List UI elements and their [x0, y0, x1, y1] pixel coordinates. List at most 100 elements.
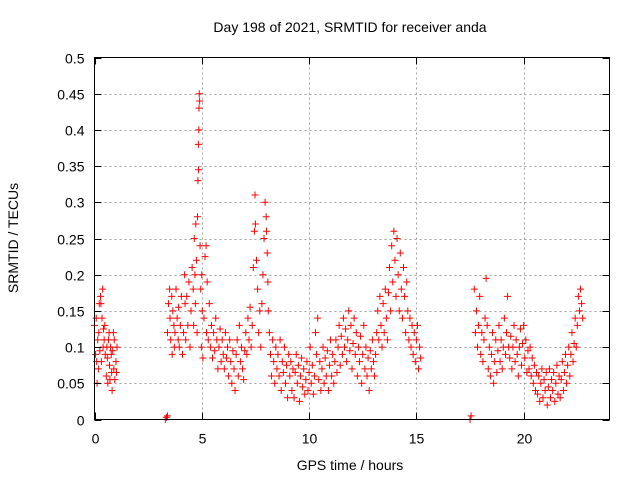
data-point: [275, 372, 283, 380]
data-point: [109, 347, 117, 355]
data-point: [353, 372, 361, 380]
data-point: [231, 387, 239, 395]
data-point: [197, 285, 205, 293]
data-point: [484, 365, 492, 373]
data-point: [215, 343, 223, 351]
data-point: [284, 394, 292, 402]
data-point: [94, 365, 102, 373]
data-point: [251, 220, 259, 228]
data-point: [201, 253, 209, 261]
data-point: [480, 336, 488, 344]
data-point: [403, 278, 411, 286]
data-point: [246, 303, 254, 311]
data-point: [330, 379, 338, 387]
data-point: [227, 358, 235, 366]
data-point: [504, 292, 512, 300]
data-point: [557, 376, 565, 384]
data-point: [481, 314, 489, 322]
data-point: [526, 343, 534, 351]
data-point: [519, 339, 527, 347]
data-point: [279, 368, 287, 376]
data-point: [323, 347, 331, 355]
data-point: [297, 372, 304, 380]
data-point: [317, 387, 325, 395]
data-point: [568, 329, 576, 337]
data-point: [521, 354, 529, 362]
data-point: [168, 292, 176, 300]
data-point: [402, 329, 410, 337]
y-axis-title: SRMTID / TECUs: [5, 183, 21, 293]
data-point: [240, 376, 248, 384]
data-point: [409, 350, 417, 358]
data-point: [185, 278, 193, 286]
data-point: [226, 336, 234, 344]
data-point: [388, 242, 396, 250]
data-point: [295, 397, 303, 405]
data-point: [380, 329, 388, 337]
data-point: [404, 307, 412, 315]
data-point: [171, 329, 179, 337]
data-point: [398, 314, 406, 322]
data-point: [486, 372, 494, 380]
data-point: [98, 314, 106, 322]
data-point: [194, 213, 201, 221]
data-point: [251, 191, 259, 199]
data-point: [331, 358, 339, 366]
data-point: [501, 350, 509, 358]
y-tick-label: 0.1: [65, 340, 85, 356]
x-tick-label: 15: [409, 431, 425, 447]
data-point: [467, 412, 475, 420]
data-point: [224, 343, 232, 351]
data-point: [470, 285, 478, 293]
data-point: [324, 387, 332, 395]
data-point: [191, 300, 199, 308]
data-point: [188, 263, 196, 271]
data-point: [537, 379, 545, 387]
data-point: [104, 379, 112, 387]
data-point: [566, 372, 574, 380]
data-point: [105, 329, 113, 337]
y-tick-label: 0.3: [65, 195, 85, 211]
data-point: [544, 383, 552, 391]
data-point: [540, 376, 548, 384]
data-point: [107, 350, 115, 358]
data-point: [328, 372, 336, 380]
data-point: [542, 368, 550, 376]
data-point: [325, 361, 333, 369]
data-point: [493, 368, 501, 376]
data-point: [395, 307, 403, 315]
data-point: [356, 358, 364, 366]
data-point: [371, 372, 379, 380]
data-point: [482, 274, 490, 282]
data-point: [494, 347, 502, 355]
y-tick-label: 0.25: [57, 232, 84, 248]
data-point: [232, 350, 240, 358]
data-point: [334, 343, 342, 351]
data-point: [362, 343, 370, 351]
data-point: [258, 300, 266, 308]
data-point: [242, 329, 250, 337]
data-point: [110, 336, 118, 344]
data-point: [257, 343, 265, 351]
data-point: [509, 343, 517, 351]
data-point: [476, 292, 484, 300]
x-tick-label: 10: [302, 431, 318, 447]
ticks-layer: 0 0.05 0.1 0.15 0.2 0.25 0.3 0.35 0.4 0.45 0.5 0 5 10…: [57, 51, 610, 447]
data-point: [299, 383, 307, 391]
data-point: [214, 365, 222, 373]
data-point: [181, 271, 189, 279]
data-point: [176, 321, 184, 329]
data-point: [352, 329, 360, 337]
data-point: [170, 321, 178, 329]
data-point: [195, 90, 203, 98]
data-point: [298, 354, 306, 362]
data-point: [200, 314, 208, 322]
data-point: [319, 343, 327, 351]
data-point: [219, 350, 227, 358]
data-point: [397, 285, 405, 293]
data-point: [564, 361, 572, 369]
data-point: [174, 336, 182, 344]
data-point: [264, 307, 272, 315]
data-point: [396, 249, 404, 257]
data-point: [522, 336, 530, 344]
